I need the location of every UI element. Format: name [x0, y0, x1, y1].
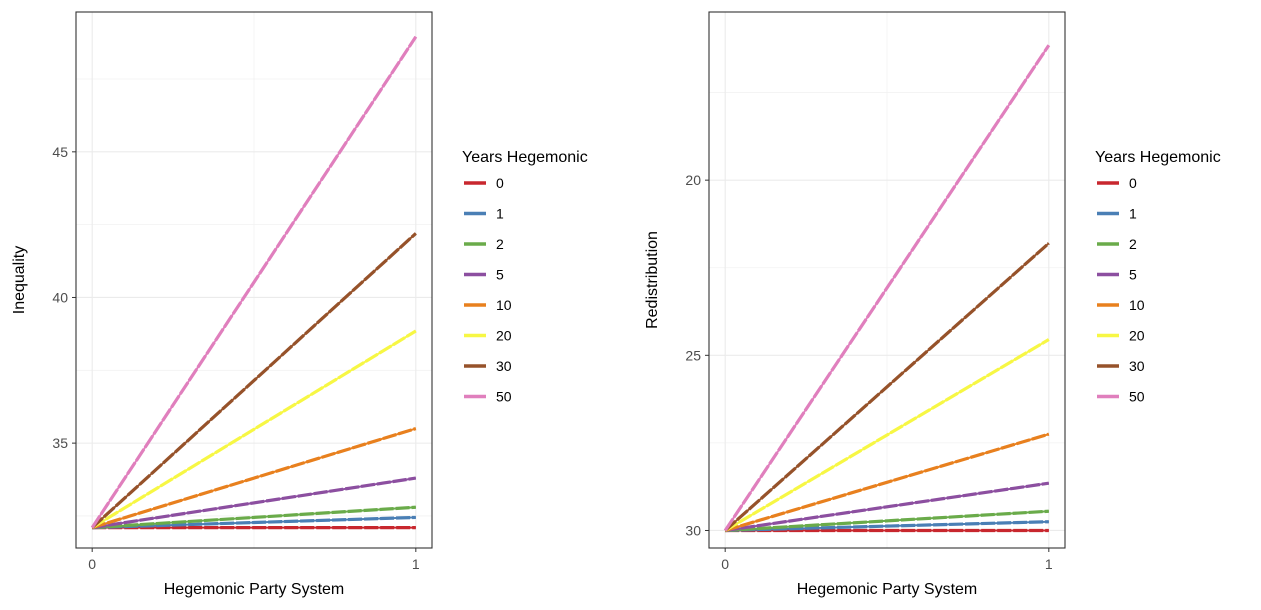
legend: Years Hegemonic 0 1 2 5 10 20 30 50 [462, 149, 588, 405]
legend-label: 20 [496, 328, 512, 344]
chart-1: 35 40 45 0 1 Hegemonic Party System Inequality… [11, 11, 588, 598]
legend-item-50: 50 [464, 389, 512, 405]
legend-item-20: 20 [1097, 328, 1145, 344]
legend-label: 0 [496, 175, 504, 191]
y-tick-label: 40 [52, 289, 68, 305]
legend-label: 1 [1129, 206, 1137, 222]
legend-label: 50 [1129, 389, 1145, 405]
legend-label: 2 [496, 236, 504, 252]
legend-item-1: 1 [464, 206, 504, 222]
legend-item-0: 0 [1097, 175, 1137, 191]
series-line-10 [724, 432, 1050, 533]
legend-label: 0 [1129, 175, 1137, 191]
legend-label: 5 [1129, 267, 1137, 283]
legend-item-30: 30 [1097, 358, 1145, 374]
legend-label: 5 [496, 267, 504, 283]
legend-label: 20 [1129, 328, 1145, 344]
series-line-10 [91, 427, 417, 530]
series-line-2 [725, 509, 1049, 533]
series-line-5 [91, 476, 417, 530]
y-tick-label: 45 [52, 144, 68, 160]
x-tick-label: 0 [721, 556, 729, 572]
legend-item-20: 20 [464, 328, 512, 344]
series-line-dashed [725, 509, 1049, 533]
legend-item-2: 2 [1097, 236, 1137, 252]
series-line-1 [725, 520, 1049, 533]
legend-item-5: 5 [464, 267, 504, 283]
y-tick-label: 35 [52, 435, 68, 451]
series-line-dashed [91, 232, 417, 529]
y-axis-title: Inequality [11, 246, 28, 315]
legend-title: Years Hegemonic [462, 149, 588, 166]
legend-item-2: 2 [464, 236, 504, 252]
legend-label: 2 [1129, 236, 1137, 252]
legend-item-1: 1 [1097, 206, 1137, 222]
legend-item-5: 5 [1097, 267, 1137, 283]
legend-label: 30 [1129, 358, 1145, 374]
series-line-dashed [91, 427, 417, 530]
plot-border [75, 11, 433, 549]
legend-item-50: 50 [1097, 389, 1145, 405]
legend-item-30: 30 [464, 358, 512, 374]
x-axis-title: Hegemonic Party System [164, 581, 345, 598]
legend-title: Years Hegemonic [1095, 149, 1221, 166]
series-line-5 [724, 481, 1050, 533]
legend-label: 50 [496, 389, 512, 405]
series-line-20 [91, 329, 417, 529]
plot-border [708, 11, 1066, 549]
series-line-dashed [724, 432, 1050, 533]
series-line-1 [92, 515, 416, 530]
series-line-dashed [724, 481, 1050, 533]
legend-item-0: 0 [464, 175, 504, 191]
legend-item-10: 10 [464, 297, 512, 313]
x-tick-label: 0 [88, 556, 96, 572]
legend-label: 10 [1129, 297, 1145, 313]
x-tick-label: 1 [1045, 556, 1053, 572]
legend-item-10: 10 [1097, 297, 1145, 313]
series-line-dashed [723, 44, 1051, 532]
x-axis-title: Hegemonic Party System [797, 581, 978, 598]
legend-label: 10 [496, 297, 512, 313]
legend-label: 30 [496, 358, 512, 374]
x-tick-label: 1 [412, 556, 420, 572]
y-axis-title: Redistribution [644, 231, 661, 329]
series-line-20 [724, 338, 1050, 532]
series-line-dashed [725, 520, 1049, 533]
series-line-dashed [92, 505, 416, 530]
series-line-30 [724, 242, 1050, 532]
series-line-2 [92, 505, 416, 530]
series-line-30 [91, 232, 417, 529]
series-line-50 [90, 35, 418, 529]
y-tick-label: 30 [685, 522, 701, 538]
series-line-dashed [724, 338, 1050, 532]
series-line-50 [723, 44, 1051, 532]
y-tick-label: 25 [685, 347, 701, 363]
legend: Years Hegemonic 0 1 2 5 10 20 30 50 [1095, 149, 1221, 405]
series-line-dashed [92, 515, 416, 530]
series-line-dashed [91, 329, 417, 529]
series-line-dashed [91, 476, 417, 530]
y-tick-label: 20 [685, 172, 701, 188]
series-line-dashed [724, 242, 1050, 532]
legend-label: 1 [496, 206, 504, 222]
series-line-dashed [90, 35, 418, 529]
